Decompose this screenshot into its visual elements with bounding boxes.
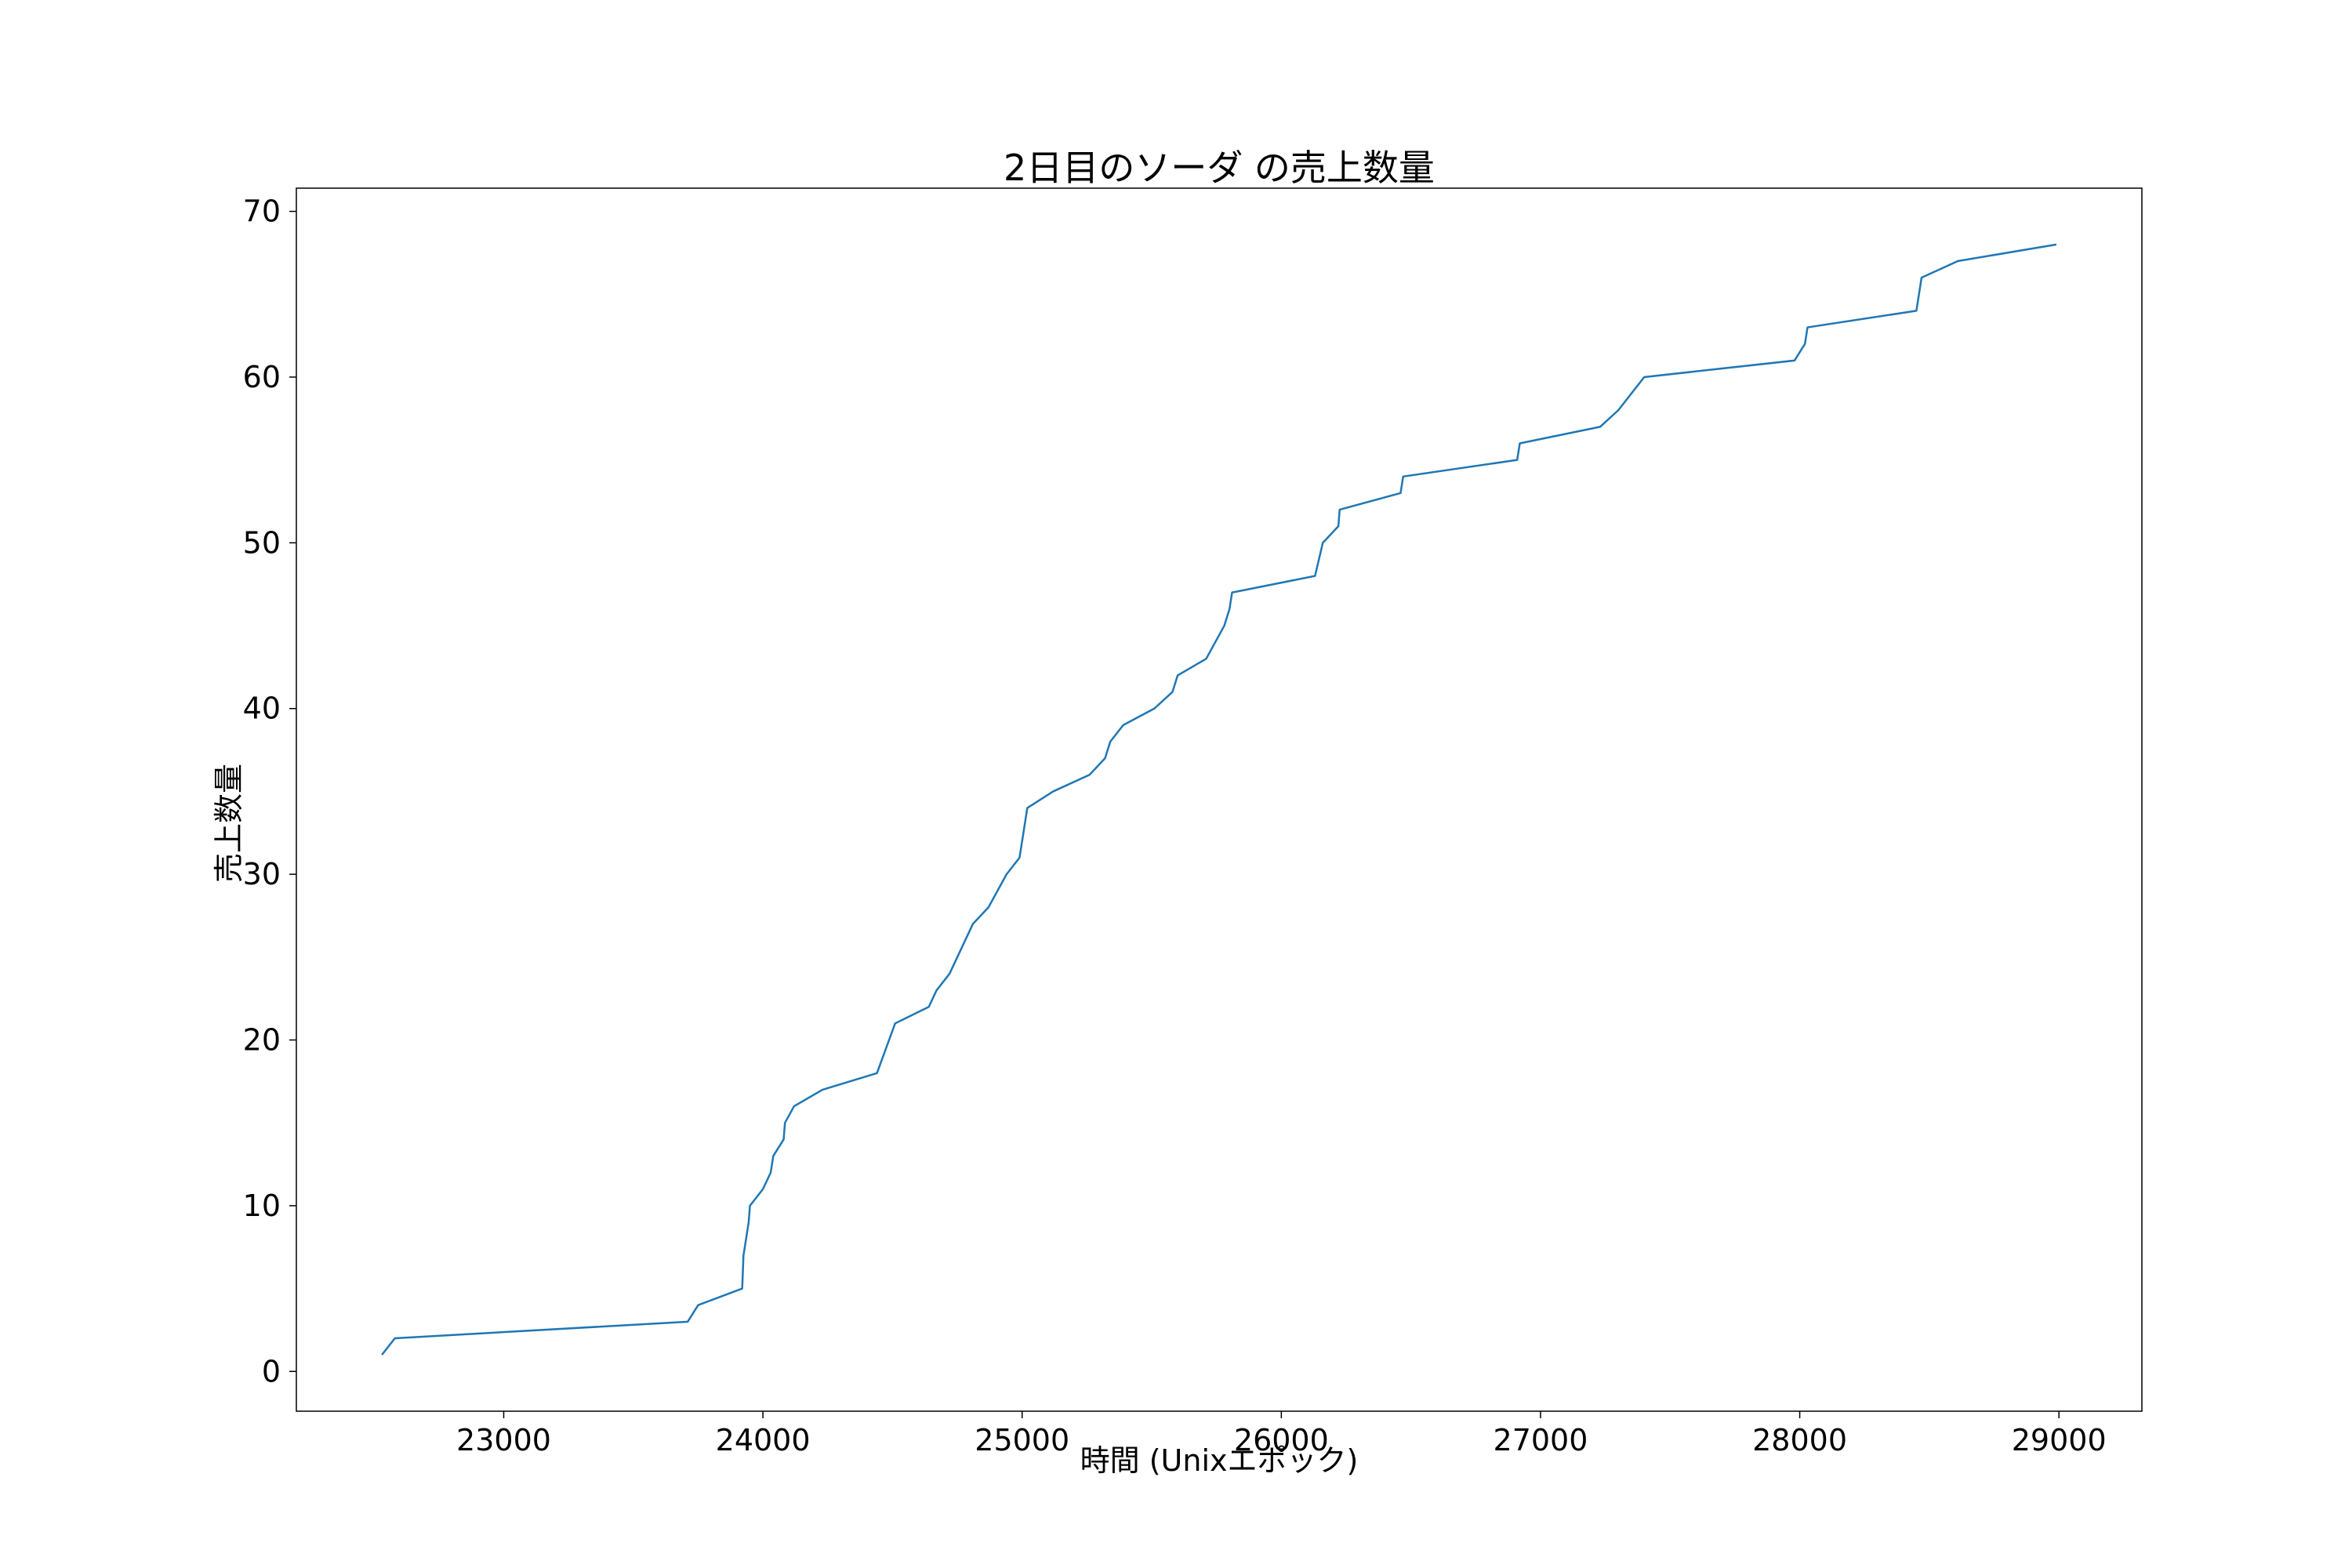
series-line-0 bbox=[381, 243, 2057, 1356]
x-tick-label: 29000 bbox=[2012, 1423, 2107, 1457]
chart-title: 2日目のソーダ の売上数量 bbox=[1004, 147, 1435, 189]
y-tick-label: 70 bbox=[243, 194, 281, 229]
plot-area bbox=[381, 243, 2057, 1356]
y-tick-label: 10 bbox=[243, 1189, 281, 1223]
y-tick-label: 0 bbox=[262, 1354, 281, 1388]
x-axis: 23000 24000 25000 26000 27000 28000 29000 bbox=[456, 1411, 2107, 1457]
y-tick-label: 50 bbox=[243, 525, 281, 560]
y-axis-label: 売上数量 bbox=[212, 764, 246, 883]
y-tick-label: 30 bbox=[243, 857, 281, 891]
x-tick-label: 27000 bbox=[1494, 1423, 1588, 1457]
x-tick-label: 28000 bbox=[1752, 1423, 1847, 1457]
x-tick-label: 26000 bbox=[1234, 1423, 1329, 1457]
x-axis-label: 時間 (Unixエポック) bbox=[1080, 1443, 1359, 1478]
x-tick-label: 24000 bbox=[716, 1423, 811, 1457]
x-tick-label: 25000 bbox=[975, 1423, 1069, 1457]
y-axis: 0 10 20 30 40 50 60 70 bbox=[243, 194, 296, 1388]
y-tick-label: 60 bbox=[243, 360, 281, 394]
y-tick-label: 40 bbox=[243, 691, 281, 726]
x-tick-label: 23000 bbox=[456, 1423, 551, 1457]
y-tick-label: 20 bbox=[243, 1023, 281, 1058]
plot-frame bbox=[296, 187, 2143, 1412]
